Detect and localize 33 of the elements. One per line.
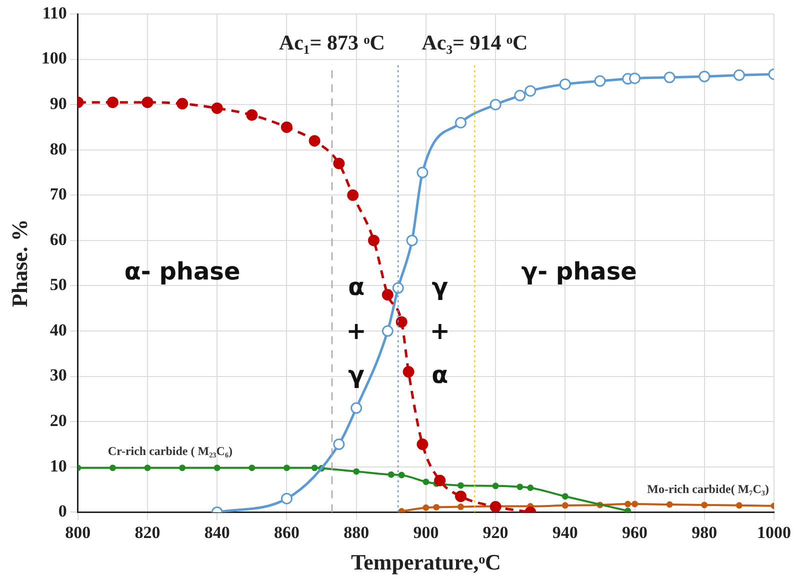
y-tick-label: 50 [50,275,67,294]
y-tick-label: 40 [50,320,67,340]
x-tick-label: 980 [692,522,718,542]
ref-line-label: Ac₁= 873 ᵒC [279,30,385,54]
annotation: α + γ [346,273,366,390]
x-tick-label: 860 [274,522,300,542]
x-axis-title: Temperature,ᵒC [350,549,501,574]
y-tick-label: 10 [50,456,67,476]
annotation: γ- phase [521,257,637,286]
y-tick-label: 100 [41,48,67,68]
annotation: α- phase [124,257,240,286]
y-tick-label: 0 [58,502,67,521]
annotation: γ + α [430,273,450,390]
x-tick-label: 960 [622,522,648,542]
x-tick-label: 840 [204,522,230,542]
series-label: Mo-rich carbide( M₇C₃) [647,482,769,496]
series-label: Cr-rich carbide ( M₂₃C₆) [108,444,233,458]
y-tick-label: 60 [50,230,67,249]
ref-line-label: Ac₃= 914 ᵒC [422,30,528,54]
x-tick-label: 820 [134,522,160,542]
y-tick-label: 70 [50,184,67,204]
x-tick-label: 920 [482,522,508,542]
y-tick-label: 30 [50,366,67,385]
x-tick-label: 800 [65,522,91,542]
y-tick-label: 80 [50,139,67,158]
x-tick-label: 940 [552,522,578,542]
y-tick-label: 110 [42,3,67,22]
x-tick-label: 1000 [757,522,791,542]
x-tick-label: 900 [413,522,439,542]
y-tick-label: 90 [50,94,67,113]
x-tick-label: 880 [344,522,370,542]
y-tick-label: 20 [50,411,67,430]
y-axis-title: Phase. % [6,219,32,308]
